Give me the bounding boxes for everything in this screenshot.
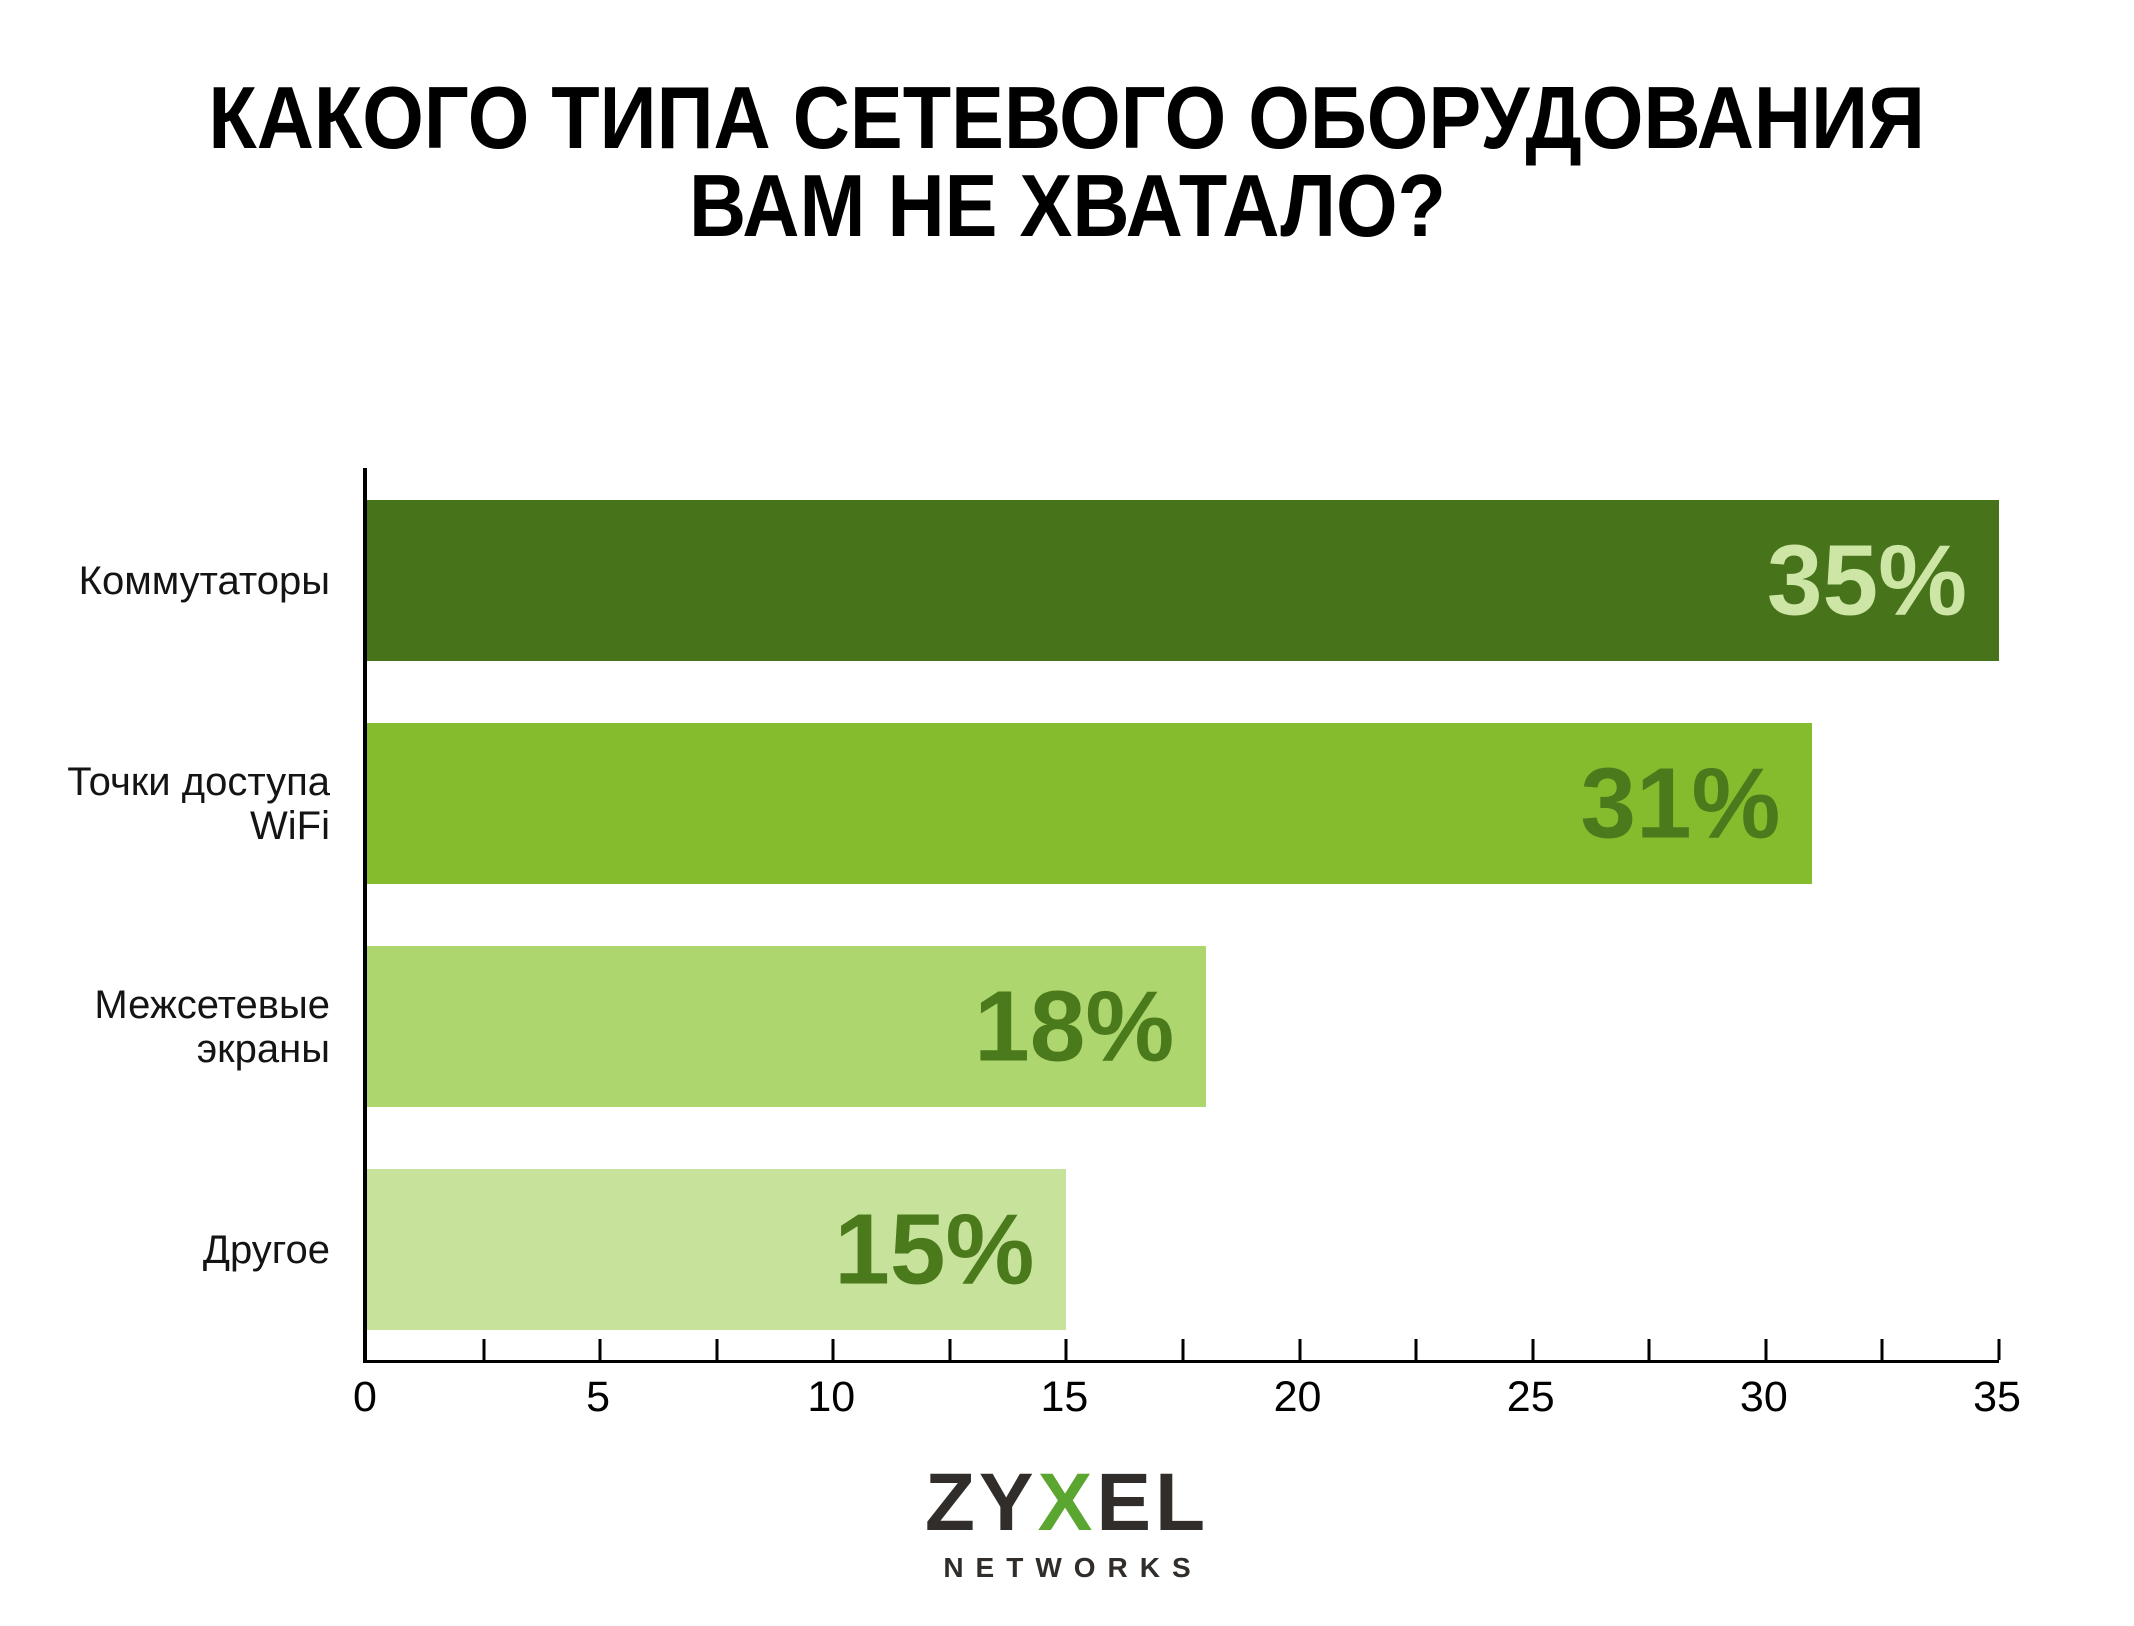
logo-x-glyph: X [1037, 1457, 1097, 1548]
x-axis-tick [1064, 1339, 1068, 1360]
zyxel-logo: ZYXEL NETWORKS [0, 1462, 2134, 1582]
x-axis-tick [948, 1339, 952, 1360]
category-label: Другое [0, 1228, 330, 1272]
bar-value-label: 18% [974, 970, 1175, 1082]
bar-2: 31% [367, 723, 1813, 884]
category-label-line: Коммутаторы [78, 558, 330, 603]
category-label-line: Другое [202, 1227, 330, 1272]
chart-title: КАКОГО ТИПА СЕТЕВОГО ОБОРУДОВАНИЯ ВАМ НЕ… [0, 74, 2134, 250]
zyxel-networks-label: NETWORKS [943, 1552, 1203, 1583]
category-label-line: экраны [196, 1026, 330, 1071]
x-axis-tick-label: 35 [1973, 1373, 2021, 1421]
x-axis-tick-label: 30 [1739, 1373, 1788, 1421]
category-label: Коммутаторы [0, 559, 330, 603]
category-labels: Коммутаторы Точки доступа WiFi Межсетевые эк… [0, 0, 330, 1626]
x-axis-tick [1298, 1339, 1302, 1360]
chart-title-line-1: КАКОГО ТИПА СЕТЕВОГО ОБОРУДОВАНИЯ [208, 68, 1926, 167]
x-axis-tick [1880, 1339, 1884, 1360]
bar-rows: 35% 31% 18% 15% [367, 468, 1999, 1363]
x-axis-tick [831, 1339, 835, 1360]
bar-value-label: 15% [834, 1193, 1035, 1305]
x-axis-tick [1414, 1339, 1418, 1360]
category-label: Точки доступа WiFi [0, 760, 330, 848]
x-axis-tick-labels: 0 5 10 15 20 25 30 35 [353, 1363, 2021, 1423]
logo-text-zy: ZY [924, 1457, 1038, 1548]
category-label: Межсетевые экраны [0, 983, 330, 1071]
category-label-line: Межсетевые [94, 982, 330, 1027]
x-axis-tick-label: 25 [1506, 1373, 1555, 1421]
x-axis-line [363, 1360, 1999, 1363]
category-label-line: WiFi [250, 803, 330, 848]
x-axis-tick [1764, 1339, 1768, 1360]
x-axis-tick [1531, 1339, 1535, 1360]
x-axis-tick-label: 20 [1273, 1373, 1322, 1421]
x-axis-tick [1647, 1339, 1651, 1360]
bar-value-label: 31% [1580, 747, 1781, 859]
x-axis-tick-label: 5 [586, 1373, 611, 1421]
bar-4: 15% [367, 1169, 1067, 1330]
x-axis-tick-label: 10 [807, 1373, 856, 1421]
bar-1: 35% [367, 500, 1999, 661]
y-axis-line [363, 468, 367, 1363]
bar-3: 18% [367, 946, 1207, 1107]
x-axis-tick [715, 1339, 719, 1360]
plot-area: 35% 31% 18% 15% 0 5 10 15 20 25 30 35 [353, 468, 2021, 1421]
x-axis-ticks [367, 468, 2001, 1363]
chart-title-line-2: ВАМ НЕ ХВАТАЛО? [688, 156, 1446, 255]
zyxel-wordmark: ZYXEL [0, 1462, 2134, 1544]
x-axis-tick-label: 0 [353, 1373, 377, 1421]
x-axis-tick [598, 1339, 602, 1360]
bar-value-label: 35% [1766, 524, 1967, 636]
x-axis-tick-label: 15 [1040, 1373, 1089, 1421]
logo-text-el: EL [1096, 1457, 1210, 1548]
x-axis-tick [482, 1339, 486, 1360]
x-axis-tick [1997, 1339, 2001, 1360]
category-label-line: Точки доступа [67, 759, 330, 804]
x-axis-tick [1181, 1339, 1185, 1360]
